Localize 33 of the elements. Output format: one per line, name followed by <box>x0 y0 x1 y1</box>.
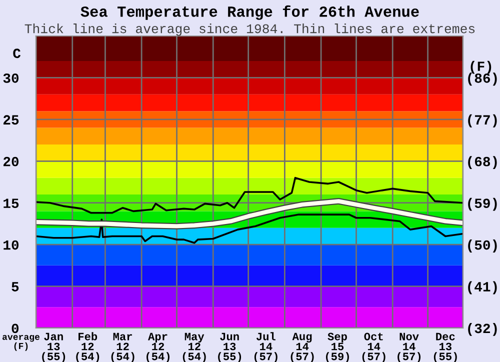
x-tick-label: Jan 13 (55) <box>42 332 66 362</box>
x-tick-label: Feb 12 (54) <box>76 332 100 362</box>
x-tick-label: May 12 (54) <box>182 332 206 362</box>
chart-title: Sea Temperature Range for 26th Avenue <box>80 5 419 20</box>
text: average (F) <box>2 334 40 351</box>
y2-tick-label: (59) <box>468 198 497 211</box>
y-tick-label: 10 <box>4 240 19 250</box>
x-tick-label: Oct 14 (57) <box>362 332 386 362</box>
y2-tick-label: (32) <box>468 322 497 336</box>
y-axis-title: C <box>13 48 21 58</box>
y-tick-label: 20 <box>3 156 19 166</box>
line-series <box>36 176 463 214</box>
y-tick-label: 15 <box>4 198 19 208</box>
y-tick-label: 30 <box>3 73 19 83</box>
y2-axis-title: (F) <box>470 60 492 74</box>
x-tick-label: Apr 12 (54) <box>146 332 170 362</box>
line-series <box>36 214 463 244</box>
x-tick-label: Dec 13 (55) <box>434 332 457 362</box>
y2-tick-label: (41) <box>468 281 497 294</box>
y-tick-label: 0 <box>12 324 19 334</box>
y-tick-label: 5 <box>12 282 19 292</box>
y2-tick-label: (50) <box>468 240 497 252</box>
y2-tick-label: (68) <box>468 156 497 170</box>
x-tick-label: Aug 14 (57) <box>290 332 314 362</box>
x-tick-label: Nov 14 (57) <box>398 332 421 362</box>
y2-tick-label: (77) <box>468 114 497 128</box>
y-tick-label: 25 <box>3 115 19 125</box>
x-tick-label: Jul 14 (57) <box>254 332 278 362</box>
chart-subtitle: Thick line is average since 1984. Thin lines are extremes <box>24 24 475 36</box>
x-tick-label: Sep 15 (59) <box>326 332 349 362</box>
y2-tick-label: (86) <box>468 72 497 86</box>
x-tick-label: Jun 13 (55) <box>218 332 242 362</box>
x-tick-label: Mar 12 (54) <box>111 332 134 362</box>
